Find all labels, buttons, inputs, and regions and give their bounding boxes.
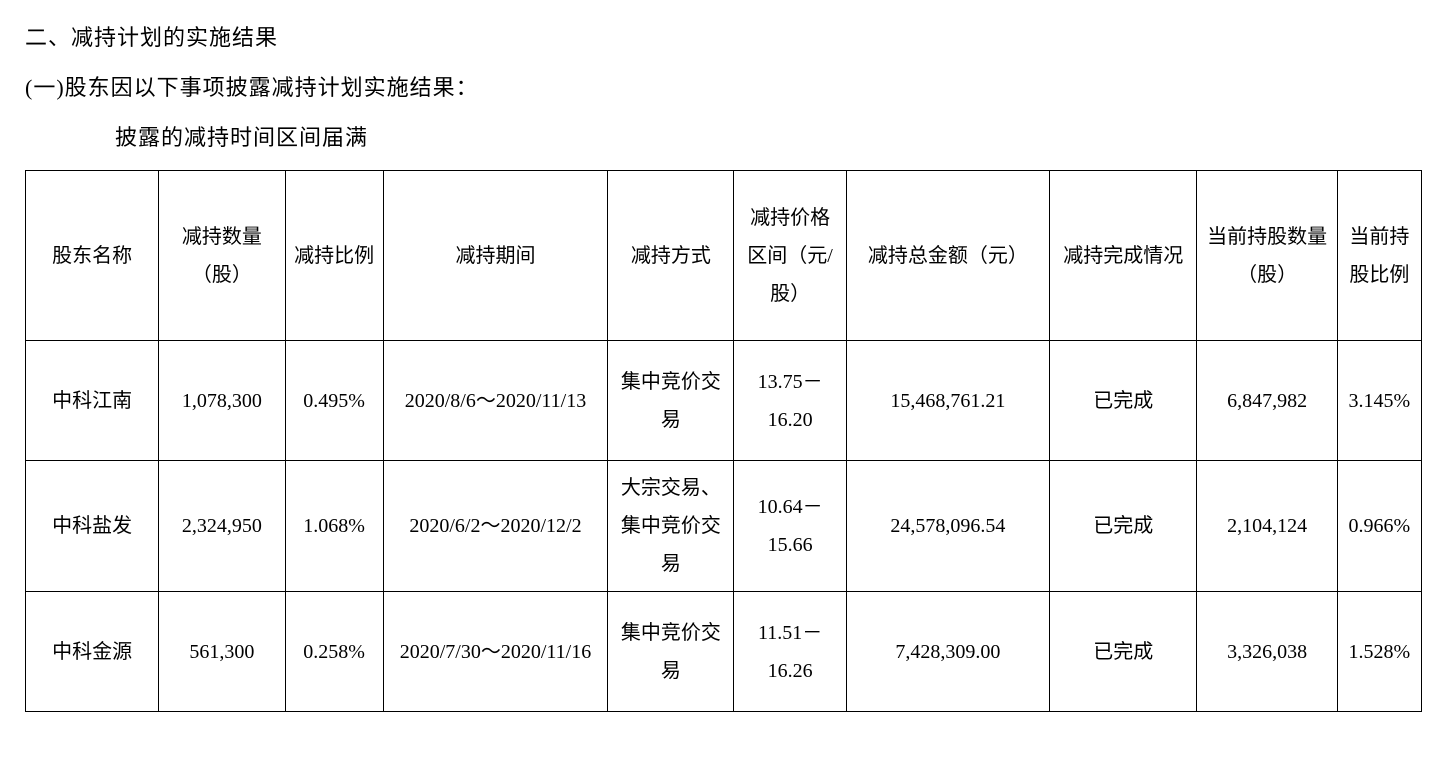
table-header-row: 股东名称 减持数量（股） 减持比例 减持期间 减持方式 减持价格区间（元/股） …: [26, 171, 1422, 341]
col-header-status: 减持完成情况: [1050, 171, 1197, 341]
col-header-reduce-ratio: 减持比例: [285, 171, 383, 341]
cell-reduce-qty: 561,300: [159, 592, 285, 712]
cell-price-range: 10.64－15.66: [734, 461, 846, 592]
section-heading-1: 二、减持计划的实施结果: [25, 20, 1422, 52]
cell-status: 已完成: [1050, 592, 1197, 712]
cell-current-ratio: 0.966%: [1337, 461, 1421, 592]
col-header-method: 减持方式: [608, 171, 734, 341]
cell-period: 2020/8/6～2020/11/13: [383, 341, 607, 461]
cell-period: 2020/6/2～2020/12/2: [383, 461, 607, 592]
col-header-price-range: 减持价格区间（元/股）: [734, 171, 846, 341]
cell-period: 2020/7/30～2020/11/16: [383, 592, 607, 712]
section-heading-3: 披露的减持时间区间届满: [115, 120, 1422, 152]
cell-reduce-ratio: 0.495%: [285, 341, 383, 461]
cell-status: 已完成: [1050, 461, 1197, 592]
col-header-current-qty: 当前持股数量（股）: [1197, 171, 1337, 341]
cell-reduce-qty: 2,324,950: [159, 461, 285, 592]
table-row: 中科金源 561,300 0.258% 2020/7/30～2020/11/16…: [26, 592, 1422, 712]
table-row: 中科盐发 2,324,950 1.068% 2020/6/2～2020/12/2…: [26, 461, 1422, 592]
col-header-reduce-qty: 减持数量（股）: [159, 171, 285, 341]
cell-current-qty: 3,326,038: [1197, 592, 1337, 712]
cell-method: 集中竞价交易: [608, 592, 734, 712]
cell-method: 集中竞价交易: [608, 341, 734, 461]
cell-total-amount: 7,428,309.00: [846, 592, 1049, 712]
cell-current-ratio: 3.145%: [1337, 341, 1421, 461]
col-header-current-ratio: 当前持股比例: [1337, 171, 1421, 341]
cell-reduce-ratio: 0.258%: [285, 592, 383, 712]
col-header-shareholder: 股东名称: [26, 171, 159, 341]
cell-status: 已完成: [1050, 341, 1197, 461]
cell-current-qty: 2,104,124: [1197, 461, 1337, 592]
table-row: 中科江南 1,078,300 0.495% 2020/8/6～2020/11/1…: [26, 341, 1422, 461]
cell-price-range: 11.51－16.26: [734, 592, 846, 712]
cell-shareholder: 中科金源: [26, 592, 159, 712]
col-header-total-amount: 减持总金额（元）: [846, 171, 1049, 341]
cell-reduce-qty: 1,078,300: [159, 341, 285, 461]
cell-total-amount: 15,468,761.21: [846, 341, 1049, 461]
cell-shareholder: 中科江南: [26, 341, 159, 461]
cell-current-qty: 6,847,982: [1197, 341, 1337, 461]
cell-method: 大宗交易、集中竞价交易: [608, 461, 734, 592]
cell-reduce-ratio: 1.068%: [285, 461, 383, 592]
cell-price-range: 13.75－16.20: [734, 341, 846, 461]
section-heading-2: (一)股东因以下事项披露减持计划实施结果：: [25, 70, 1422, 102]
cell-shareholder: 中科盐发: [26, 461, 159, 592]
cell-current-ratio: 1.528%: [1337, 592, 1421, 712]
cell-total-amount: 24,578,096.54: [846, 461, 1049, 592]
reduction-results-table: 股东名称 减持数量（股） 减持比例 减持期间 减持方式 减持价格区间（元/股） …: [25, 170, 1422, 712]
col-header-period: 减持期间: [383, 171, 607, 341]
